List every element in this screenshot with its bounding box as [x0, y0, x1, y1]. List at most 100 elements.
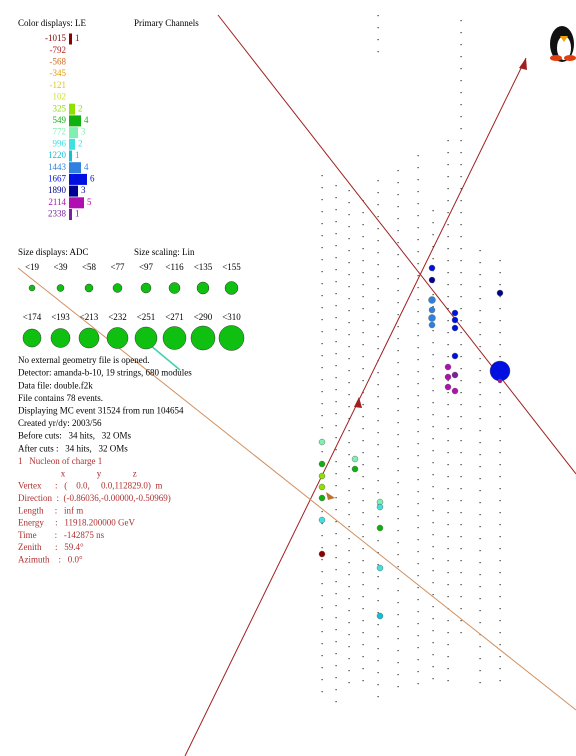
om-module: [335, 221, 337, 223]
om-module: [362, 644, 364, 646]
om-module: [377, 468, 379, 470]
om-module: [348, 646, 350, 648]
om-module: [397, 494, 399, 496]
om-module: [377, 420, 379, 422]
om-module: [397, 458, 399, 460]
om-module: [460, 512, 462, 514]
om-module: [397, 482, 399, 484]
color-label: 2338: [48, 209, 67, 219]
om-module: [460, 500, 462, 502]
channel-bar: [69, 185, 78, 197]
om-module: [335, 233, 337, 235]
om-module: [362, 560, 364, 562]
om-module: [479, 586, 481, 588]
om-module: [362, 392, 364, 394]
om-module: [377, 588, 379, 590]
om-module: [348, 622, 350, 624]
om-module: [397, 230, 399, 232]
size-label: <213: [80, 312, 99, 322]
om-module: [479, 382, 481, 384]
om-module: [432, 618, 434, 620]
om-module: [377, 336, 379, 338]
om-module: [460, 248, 462, 250]
om-module: [432, 246, 434, 248]
size-label: <135: [194, 262, 213, 272]
om-module: [460, 380, 462, 382]
hit: [351, 455, 359, 463]
om-module: [397, 530, 399, 532]
track-line-text: x y z: [18, 468, 137, 478]
om-module: [362, 416, 364, 418]
om-module: [397, 518, 399, 520]
om-module: [335, 293, 337, 295]
om-module: [348, 238, 350, 240]
om-module: [397, 662, 399, 664]
om-module: [460, 260, 462, 262]
om-module: [377, 564, 379, 566]
track-line-text: Time : -142875 ns: [18, 530, 105, 540]
om-module: [460, 188, 462, 190]
om-module: [460, 296, 462, 298]
om-module: [321, 655, 323, 657]
channel-bar: [69, 33, 72, 45]
om-module: [447, 176, 449, 178]
track-line: [149, 344, 181, 371]
om-module: [377, 396, 379, 398]
om-module: [321, 679, 323, 681]
om-module: [321, 355, 323, 357]
om-module: [447, 296, 449, 298]
size-swatch: [28, 284, 36, 292]
om-module: [377, 600, 379, 602]
om-module: [397, 410, 399, 412]
om-module: [335, 185, 337, 187]
info-line: Detector: amanda-b-10, 19 strings, 680 m…: [18, 368, 192, 378]
om-module: [397, 194, 399, 196]
om-module: [460, 128, 462, 130]
size-label: <310: [222, 312, 241, 322]
om-module: [460, 524, 462, 526]
om-module: [417, 347, 419, 349]
info-line: Before cuts: 34 hits, 32 OMs: [18, 431, 131, 441]
om-module: [348, 562, 350, 564]
om-module: [397, 374, 399, 376]
om-module: [348, 406, 350, 408]
om-module: [499, 644, 501, 646]
size-label: <174: [23, 312, 42, 322]
hit: [318, 494, 326, 502]
om-module: [362, 596, 364, 598]
track-line-text: Energy : 11918.200000 GeV: [18, 518, 135, 528]
om-module: [460, 176, 462, 178]
om-module: [417, 191, 419, 193]
om-module: [417, 227, 419, 229]
om-module: [362, 572, 364, 574]
om-module: [335, 341, 337, 343]
om-module: [335, 497, 337, 499]
om-module: [460, 56, 462, 58]
om-module: [447, 320, 449, 322]
om-module: [460, 284, 462, 286]
om-module: [321, 547, 323, 549]
om-module: [377, 612, 379, 614]
om-module: [499, 680, 501, 682]
om-module: [460, 464, 462, 466]
om-module: [479, 478, 481, 480]
color-label: -792: [50, 45, 67, 55]
om-module: [397, 434, 399, 436]
om-module: [348, 514, 350, 516]
om-module: [479, 370, 481, 372]
om-module: [335, 401, 337, 403]
om-module: [432, 210, 434, 212]
om-module: [397, 242, 399, 244]
om-module: [348, 370, 350, 372]
hit: [318, 460, 326, 468]
om-module: [377, 384, 379, 386]
om-module: [321, 259, 323, 261]
om-module: [348, 310, 350, 312]
om-module: [321, 187, 323, 189]
om-module: [499, 632, 501, 634]
hit: [376, 612, 384, 620]
om-module: [397, 506, 399, 508]
om-module: [417, 395, 419, 397]
om-module: [479, 682, 481, 684]
om-module: [460, 200, 462, 202]
